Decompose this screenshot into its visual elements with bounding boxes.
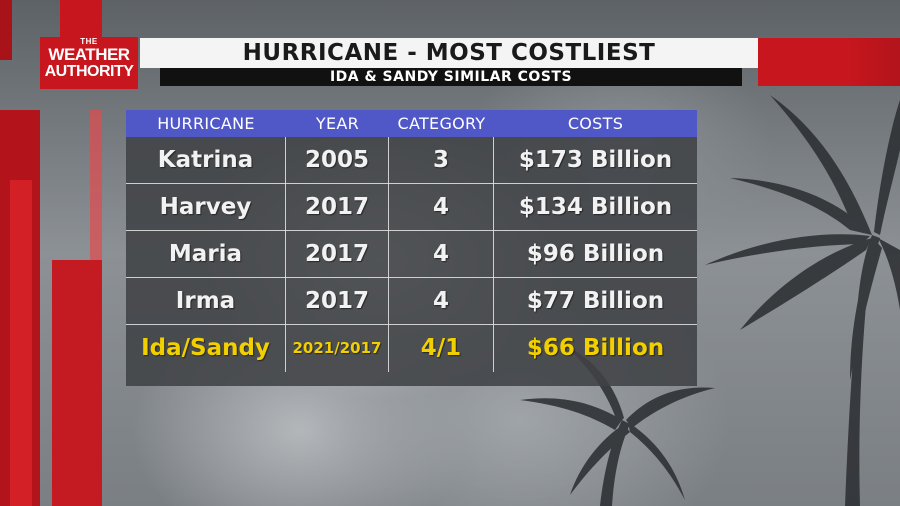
cell-category: 4 [389, 184, 494, 231]
cell-hurricane: Irma [126, 278, 286, 325]
logo-small-text: THE [80, 37, 98, 46]
table-row: Katrina 2005 3 $173 Billion [126, 137, 697, 184]
cell-year: 2017 [286, 231, 389, 278]
cell-hurricane: Maria [126, 231, 286, 278]
cell-category: 3 [389, 137, 494, 184]
cell-category: 4 [389, 231, 494, 278]
column-header-hurricane: HURRICANE [157, 114, 255, 133]
cell-year: 2021/2017 [286, 325, 389, 372]
decorative-strip [52, 260, 102, 506]
logo-line-1: WEATHER [48, 45, 130, 64]
cell-cost: $77 Billion [526, 288, 665, 314]
cell-category: 4/1 [389, 325, 494, 372]
station-logo: THE WEATHER AUTHORITY [40, 37, 138, 89]
logo-line-2: AUTHORITY [44, 63, 134, 80]
table-body: Katrina 2005 3 $173 Billion Harvey 2017 … [126, 137, 697, 386]
cell-hurricane: Katrina [126, 137, 286, 184]
column-header-category: CATEGORY [397, 114, 486, 133]
table-row: Maria 2017 4 $96 Billion [126, 231, 697, 278]
decorative-strip [10, 180, 32, 506]
cell-year: 2017 [286, 278, 389, 325]
cost-table: HURRICANE YEAR CATEGORY COSTS Katrina 20… [126, 110, 697, 386]
cell-cost: $66 Billion [526, 335, 665, 361]
cell-year: 2005 [286, 137, 389, 184]
decorative-strip [0, 0, 12, 60]
table-row: Harvey 2017 4 $134 Billion [126, 184, 697, 231]
cell-cost: $96 Billion [526, 241, 665, 267]
cell-cost: $134 Billion [518, 194, 673, 220]
page-subtitle: IDA & SANDY SIMILAR COSTS [160, 68, 742, 86]
table-row: Irma 2017 4 $77 Billion [126, 278, 697, 325]
decorative-strip [60, 0, 102, 37]
cell-hurricane: Harvey [126, 184, 286, 231]
cell-hurricane: Ida/Sandy [126, 325, 286, 372]
column-header-costs: COSTS [567, 114, 624, 133]
column-header-year: YEAR [315, 114, 360, 133]
cell-year: 2017 [286, 184, 389, 231]
table-header: HURRICANE YEAR CATEGORY COSTS [126, 110, 697, 137]
header-accent-bar [758, 38, 900, 86]
page-title: HURRICANE - MOST COSTLIEST [140, 38, 758, 68]
table-row-highlighted: Ida/Sandy 2021/2017 4/1 $66 Billion [126, 325, 697, 372]
decorative-strip [90, 110, 102, 260]
cell-category: 4 [389, 278, 494, 325]
cell-cost: $173 Billion [518, 147, 673, 173]
